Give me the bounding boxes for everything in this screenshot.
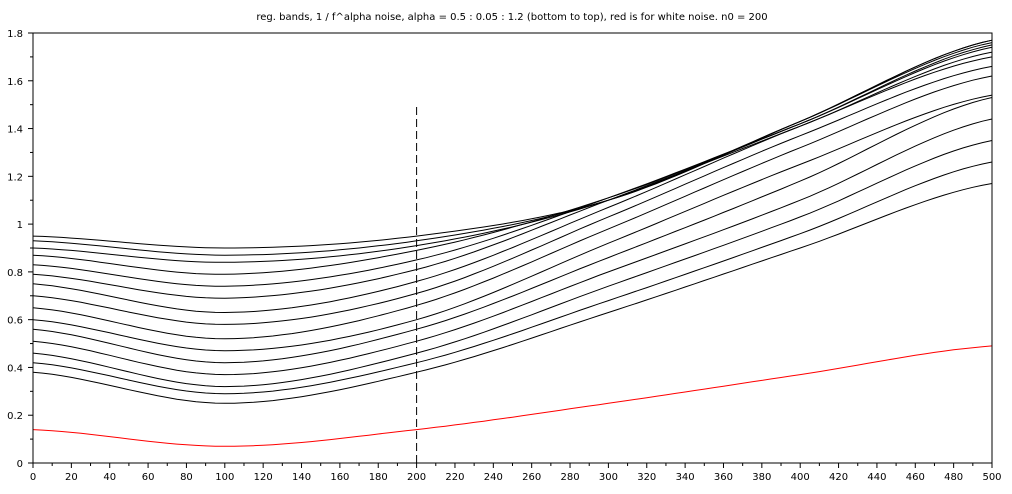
x-tick-label: 20 [65,472,78,483]
y-axis: 0 0.2 0.4 0.6 0.8 1 1.2 1.4 1.6 1.8 [7,29,33,470]
x-tick-label: 500 [982,472,1001,483]
chart-title: reg. bands, 1 / f^alpha noise, alpha = 0… [256,12,767,23]
x-tick-label: 280 [560,472,579,483]
x-tick-label: 480 [944,472,963,483]
y-tick-label: 1 [17,220,23,231]
x-tick-label: 400 [791,472,810,483]
x-tick-label: 460 [906,472,925,483]
x-tick-label: 140 [292,472,311,483]
x-tick-label: 300 [599,472,618,483]
white-noise-series-line [32,345,993,447]
x-tick-label: 340 [676,472,695,483]
x-tick-label: 60 [142,472,155,483]
y-tick-label: 1.2 [7,172,23,183]
y-tick-label: 0.6 [7,316,23,327]
y-tick-label: 1.8 [7,29,23,40]
y-tick-label: 1.6 [7,77,23,88]
y-tick-label: 0.2 [7,411,23,422]
x-tick-label: 120 [254,472,273,483]
x-tick-label: 0 [30,472,36,483]
x-tick-label: 220 [445,472,464,483]
series-line-8 [32,65,993,325]
series-line-6 [32,94,993,352]
x-tick-label: 200 [407,472,426,483]
series-line-14 [32,39,993,256]
y-tick-label: 0 [17,459,23,470]
x-axis: 0 20 40 60 80 100 120 140 160 180 200 220 240 260 280 3… [30,463,1002,483]
series-line-1 [32,183,993,404]
series-line-5 [32,97,993,364]
series-line-15 [32,39,993,249]
series-line-7 [32,75,993,340]
y-tick-label: 0.8 [7,268,23,279]
x-tick-label: 240 [484,472,503,483]
series-line-12 [32,44,993,275]
x-tick-label: 80 [180,472,193,483]
series-line-2 [32,161,993,395]
x-tick-label: 320 [637,472,656,483]
x-tick-label: 440 [867,472,886,483]
y-tick-label: 1.4 [7,125,23,136]
x-tick-label: 40 [103,472,116,483]
series-line-3 [32,140,993,388]
x-tick-label: 360 [714,472,733,483]
x-tick-label: 260 [522,472,541,483]
x-tick-label: 380 [752,472,771,483]
x-tick-label: 420 [829,472,848,483]
series-lines [32,39,993,447]
x-tick-label: 100 [215,472,234,483]
x-tick-label: 160 [330,472,349,483]
series-line-11 [32,46,993,287]
x-tick-label: 180 [369,472,388,483]
series-line-10 [32,51,993,299]
series-line-4 [32,118,993,376]
series-line-9 [32,56,993,314]
series-line-13 [32,42,993,263]
y-tick-label: 0.4 [7,363,23,374]
